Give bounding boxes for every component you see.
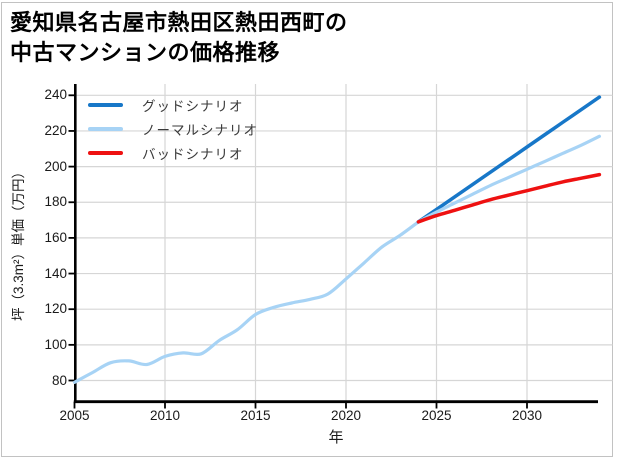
x-tick-label: 2015 — [240, 408, 271, 423]
x-tick-label: 2030 — [511, 408, 543, 423]
y-tick-label: 220 — [44, 122, 67, 138]
legend: グッドシナリオ ノーマルシナリオ バッドシナリオ — [88, 93, 258, 165]
good-scenario-line-swatch — [88, 103, 123, 107]
y-tick-label: 200 — [44, 158, 67, 174]
bad-scenario-line-swatch — [88, 151, 123, 155]
x-axis-label: 年 — [328, 429, 344, 446]
good-scenario-line — [416, 95, 602, 224]
normal-scenario-line-swatch — [88, 127, 123, 131]
x-tick-label: 2005 — [59, 408, 90, 423]
y-tick-label: 80 — [51, 372, 67, 388]
y-tick-label: 240 — [44, 87, 67, 103]
y-axis-label: 坪（3.3m²）単価（万円） — [11, 164, 26, 322]
normal-scenario-legend-label: ノーマルシナリオ — [142, 123, 258, 138]
bad-scenario-legend-label: バッドシナリオ — [142, 147, 244, 162]
y-tick-label: 140 — [44, 265, 67, 281]
legend-item-normal-scenario: ノーマルシナリオ — [88, 117, 258, 141]
x-tick-label: 2025 — [421, 408, 452, 423]
y-tick-label: 180 — [44, 194, 67, 210]
price-history-line — [72, 220, 420, 384]
y-tick-label: 120 — [44, 301, 67, 317]
y-tick-label: 160 — [44, 229, 67, 245]
x-tick-label: 2010 — [149, 408, 181, 423]
chart-title-line1: 愛知県名古屋市熱田区熱田西町の — [10, 10, 348, 35]
good-scenario-legend-label: グッドシナリオ — [142, 99, 244, 114]
legend-item-bad-scenario: バッドシナリオ — [88, 141, 258, 165]
chart-title: 愛知県名古屋市熱田区熱田西町の 中古マンションの価格推移 — [10, 8, 348, 68]
chart-title-line2: 中古マンションの価格推移 — [10, 40, 281, 65]
normal-scenario-line — [416, 134, 601, 224]
legend-item-good-scenario: グッドシナリオ — [88, 93, 258, 117]
bad-scenario-line — [416, 172, 602, 224]
y-tick-label: 100 — [44, 336, 67, 352]
x-tick-label: 2020 — [330, 408, 362, 423]
